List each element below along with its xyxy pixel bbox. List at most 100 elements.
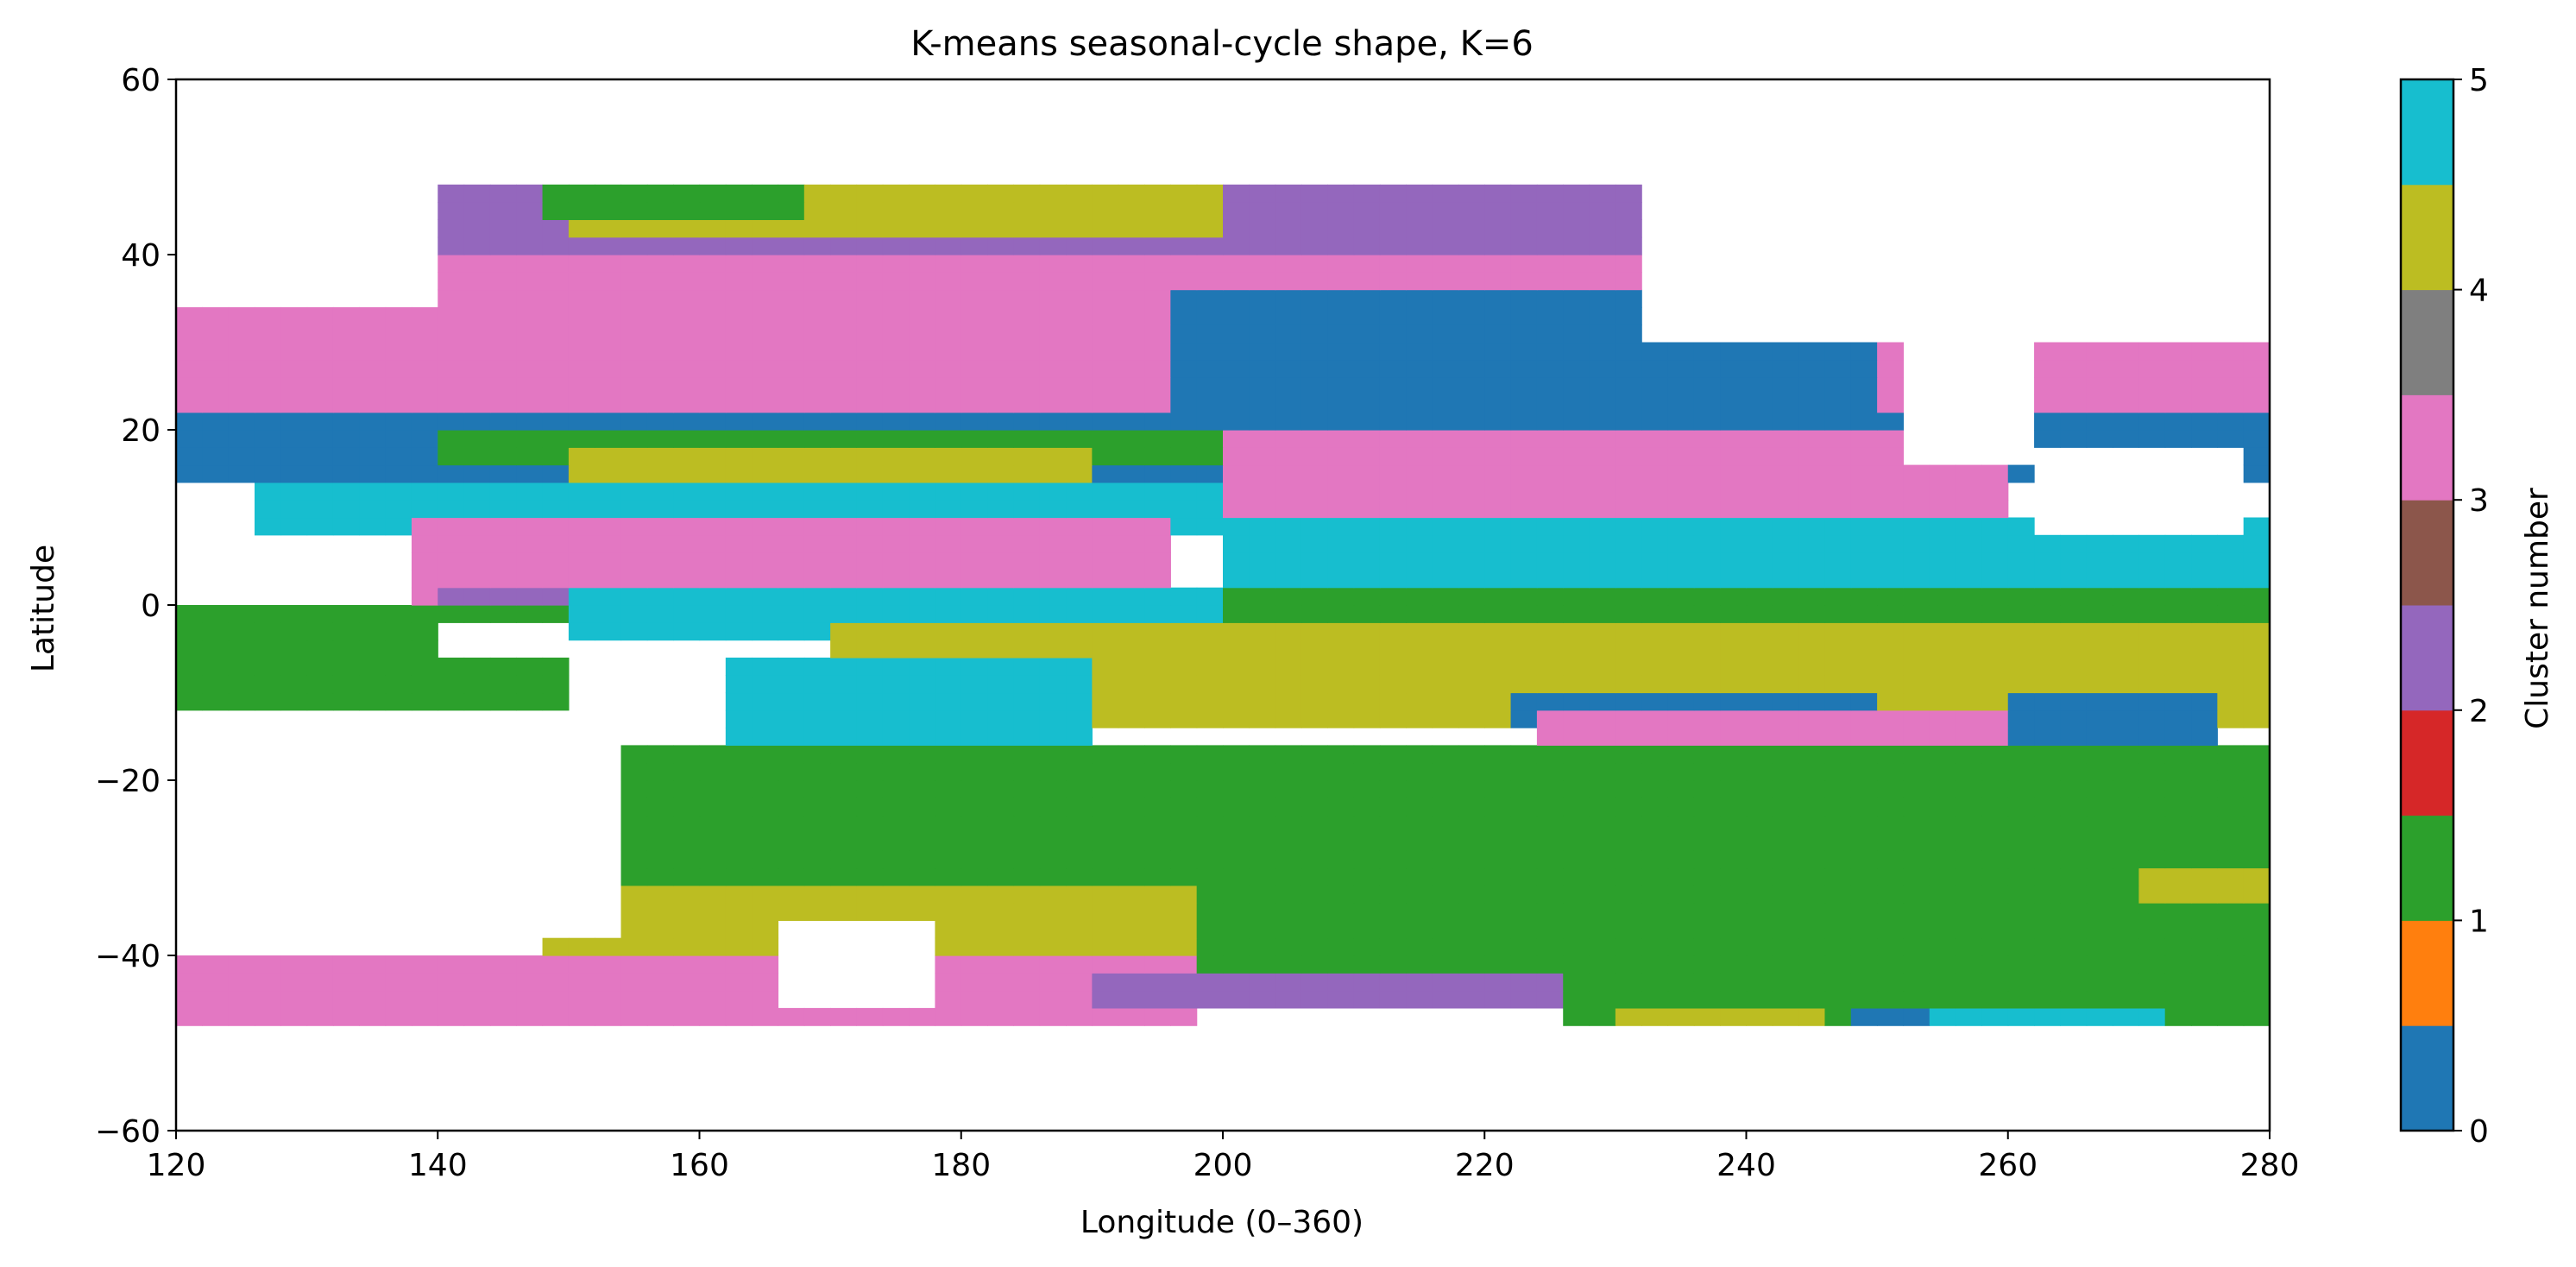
map-cell bbox=[2243, 377, 2271, 395]
colorbar-swatch bbox=[2401, 184, 2453, 291]
map-cell bbox=[1877, 973, 1905, 992]
map-cell bbox=[1510, 797, 1538, 816]
map-cell bbox=[752, 534, 779, 553]
map-cell bbox=[1275, 990, 1302, 1009]
map-cell bbox=[1144, 657, 1171, 676]
map-cell bbox=[1118, 622, 1145, 641]
map-cell bbox=[411, 692, 438, 711]
map-cell bbox=[1432, 920, 1459, 939]
map-cell bbox=[1798, 692, 1826, 711]
map-cell bbox=[1223, 692, 1250, 711]
map-cell bbox=[1772, 920, 1799, 939]
map-cell bbox=[1039, 815, 1067, 834]
map-cell bbox=[1746, 780, 1773, 798]
map-cell bbox=[1903, 675, 1930, 694]
map-cell bbox=[830, 867, 858, 886]
map-cell bbox=[1013, 202, 1041, 220]
map-cell bbox=[2243, 709, 2271, 728]
map-cell bbox=[673, 219, 701, 238]
map-cell bbox=[1484, 692, 1512, 711]
map-cell bbox=[516, 675, 544, 694]
map-cell bbox=[1615, 342, 1642, 361]
map-cell bbox=[856, 255, 884, 273]
map-cell bbox=[2217, 359, 2245, 378]
map-cell bbox=[1615, 832, 1642, 851]
map-cell bbox=[1458, 342, 1485, 361]
map-cell bbox=[1144, 534, 1171, 553]
map-cell bbox=[1144, 570, 1171, 589]
map-cell bbox=[1641, 728, 1669, 746]
map-cell bbox=[1432, 412, 1459, 431]
map-cell bbox=[1432, 762, 1459, 781]
map-cell bbox=[778, 657, 805, 676]
map-cell bbox=[935, 622, 962, 641]
map-cell bbox=[2191, 552, 2218, 570]
map-cell bbox=[2113, 797, 2139, 816]
map-cell bbox=[909, 675, 936, 694]
map-cell bbox=[306, 517, 334, 536]
map-cell bbox=[1013, 219, 1041, 238]
map-cell bbox=[1092, 359, 1119, 378]
map-cell bbox=[2113, 990, 2139, 1009]
map-cell bbox=[1615, 500, 1642, 519]
map-cell bbox=[856, 219, 884, 238]
map-cell bbox=[1929, 850, 1956, 869]
map-cell bbox=[2164, 973, 2192, 992]
map-cell bbox=[1536, 306, 1564, 325]
map-cell bbox=[1903, 570, 1930, 589]
map-cell bbox=[595, 236, 622, 255]
map-cell bbox=[1458, 464, 1485, 483]
map-cell bbox=[1196, 709, 1224, 728]
map-cell bbox=[2034, 903, 2061, 921]
map-cell bbox=[1275, 517, 1302, 536]
map-cell bbox=[1589, 850, 1616, 869]
map-cell bbox=[1458, 552, 1485, 570]
map-cell bbox=[1615, 990, 1642, 1009]
map-cell bbox=[830, 394, 858, 413]
map-cell bbox=[1563, 430, 1590, 448]
map-cell bbox=[752, 937, 779, 956]
map-cell bbox=[568, 534, 595, 553]
map-cell bbox=[1929, 517, 1956, 536]
map-cell bbox=[2217, 745, 2245, 764]
map-cell bbox=[1746, 377, 1773, 395]
map-cell bbox=[1877, 412, 1905, 431]
map-cell bbox=[909, 202, 936, 220]
map-cell bbox=[2086, 377, 2113, 395]
map-cell bbox=[542, 464, 570, 483]
map-cell bbox=[1327, 990, 1355, 1009]
map-cell bbox=[673, 937, 701, 956]
map-cell bbox=[1720, 394, 1748, 413]
map-cell bbox=[1641, 464, 1669, 483]
map-cell bbox=[2217, 622, 2245, 641]
map-cell bbox=[673, 903, 701, 921]
map-cell bbox=[1589, 289, 1616, 308]
map-cell bbox=[2138, 605, 2166, 623]
map-cell bbox=[1877, 920, 1905, 939]
map-cell bbox=[1536, 675, 1564, 694]
map-cell bbox=[960, 832, 988, 851]
map-cell bbox=[752, 359, 779, 378]
map-cell bbox=[254, 955, 281, 974]
map-cell bbox=[176, 675, 203, 694]
map-cell bbox=[1092, 903, 1119, 921]
map-cell bbox=[1903, 990, 1930, 1009]
map-cell bbox=[987, 342, 1015, 361]
map-cell bbox=[1406, 517, 1433, 536]
map-cell bbox=[1877, 552, 1905, 570]
map-cell bbox=[1798, 920, 1826, 939]
map-cell bbox=[830, 832, 858, 851]
map-cell bbox=[1641, 815, 1669, 834]
map-cell bbox=[1693, 342, 1721, 361]
map-cell bbox=[306, 955, 334, 974]
map-cell bbox=[1406, 709, 1433, 728]
map-cell bbox=[228, 342, 255, 361]
map-cell bbox=[1956, 815, 1983, 834]
map-cell bbox=[1353, 762, 1381, 781]
map-cell bbox=[254, 447, 281, 466]
map-cell bbox=[463, 482, 491, 501]
map-cell bbox=[1956, 867, 1983, 886]
map-cell bbox=[1693, 570, 1721, 589]
map-cell bbox=[1301, 815, 1328, 834]
map-cell bbox=[960, 570, 988, 589]
